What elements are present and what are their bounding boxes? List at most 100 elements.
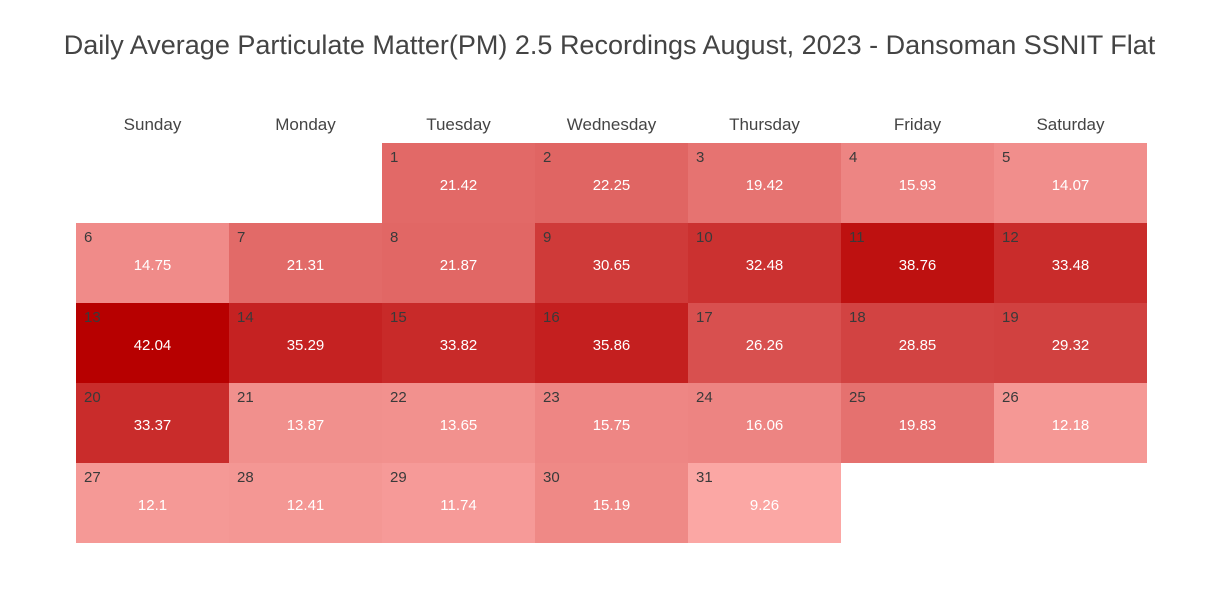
day-cell: 20 33.37	[76, 383, 229, 463]
weekday-label-thursday: Thursday	[729, 115, 800, 134]
day-number: 9	[543, 229, 552, 246]
day-cell: 25 19.83	[841, 383, 994, 463]
day-number: 14	[237, 309, 254, 326]
day-number: 2	[543, 149, 552, 166]
day-cell: 22 13.65	[382, 383, 535, 463]
day-cell: 24 16.06	[688, 383, 841, 463]
day-value-label: 14.75	[133, 257, 172, 274]
day-value-label: 42.04	[133, 337, 172, 354]
day-value-label: 19.42	[745, 177, 784, 194]
day-cell: 11 38.76	[841, 223, 994, 303]
weekday-label-wednesday: Wednesday	[566, 115, 657, 134]
day-value-label: 15.75	[592, 417, 631, 434]
day-cell: 7 21.31	[229, 223, 382, 303]
weekday-label-tuesday: Tuesday	[426, 115, 491, 134]
day-number: 26	[1002, 389, 1019, 406]
day-number: 29	[390, 469, 407, 486]
day-value-label: 16.06	[745, 417, 784, 434]
day-value-label: 15.19	[592, 497, 631, 514]
day-number: 1	[390, 149, 399, 166]
day-cell: 21 13.87	[229, 383, 382, 463]
day-value-label: 21.31	[286, 257, 325, 274]
day-value-label: 33.82	[439, 337, 478, 354]
day-number: 24	[696, 389, 713, 406]
day-value-label: 35.86	[592, 337, 631, 354]
day-value-label: 21.87	[439, 257, 478, 274]
day-value-label: 29.32	[1051, 337, 1090, 354]
day-cell: 14 35.29	[229, 303, 382, 383]
day-value-label: 12.1	[137, 497, 168, 514]
day-value-label: 32.48	[745, 257, 784, 274]
day-number: 12	[1002, 229, 1019, 246]
chart-title: Daily Average Particulate Matter(PM) 2.5…	[63, 30, 1156, 60]
day-value-label: 26.26	[745, 337, 784, 354]
day-value-label: 38.76	[898, 257, 937, 274]
day-number: 4	[849, 149, 858, 166]
day-number: 23	[543, 389, 560, 406]
day-cell: 5 14.07	[994, 143, 1147, 223]
day-number: 15	[390, 309, 407, 326]
day-number: 27	[84, 469, 101, 486]
day-cell: 16 35.86	[535, 303, 688, 383]
day-number: 25	[849, 389, 866, 406]
day-cell: 13 42.04	[76, 303, 229, 383]
day-value-label: 9.26	[749, 497, 780, 514]
day-number: 31	[696, 469, 713, 486]
day-cell: 31 9.26	[688, 463, 841, 543]
day-value-label: 33.48	[1051, 257, 1090, 274]
day-cell: 2 22.25	[535, 143, 688, 223]
day-cell: 18 28.85	[841, 303, 994, 383]
day-cell: 23 15.75	[535, 383, 688, 463]
day-number: 13	[84, 309, 101, 326]
day-value-label: 21.42	[439, 177, 478, 194]
day-cell: 19 29.32	[994, 303, 1147, 383]
day-number: 20	[84, 389, 101, 406]
day-number: 28	[237, 469, 254, 486]
day-number: 21	[237, 389, 254, 406]
day-value-label: 12.18	[1051, 417, 1090, 434]
weekday-label-friday: Friday	[893, 115, 942, 134]
day-value-label: 15.93	[898, 177, 937, 194]
day-number: 5	[1002, 149, 1011, 166]
day-cell: 9 30.65	[535, 223, 688, 303]
weekday-label-sunday: Sunday	[123, 115, 182, 134]
day-number: 17	[696, 309, 713, 326]
day-cell: 28 12.41	[229, 463, 382, 543]
day-cell: 15 33.82	[382, 303, 535, 383]
day-value-label: 33.37	[133, 417, 172, 434]
day-cell: 29 11.74	[382, 463, 535, 543]
day-number: 30	[543, 469, 560, 486]
day-cell: 26 12.18	[994, 383, 1147, 463]
day-cell: 17 26.26	[688, 303, 841, 383]
day-value-label: 13.87	[286, 417, 325, 434]
day-value-label: 11.74	[440, 497, 477, 514]
day-number: 16	[543, 309, 560, 326]
day-number: 18	[849, 309, 866, 326]
day-value-label: 13.65	[439, 417, 478, 434]
day-cell: 4 15.93	[841, 143, 994, 223]
day-cell: 27 12.1	[76, 463, 229, 543]
day-value-label: 19.83	[898, 417, 937, 434]
day-number: 3	[696, 149, 705, 166]
day-cell: 1 21.42	[382, 143, 535, 223]
day-cell: 30 15.19	[535, 463, 688, 543]
day-cell: 8 21.87	[382, 223, 535, 303]
day-cell: 12 33.48	[994, 223, 1147, 303]
weekday-label-saturday: Saturday	[1036, 115, 1105, 134]
day-value-label: 12.41	[286, 497, 325, 514]
day-value-label: 14.07	[1051, 177, 1090, 194]
day-number: 19	[1002, 309, 1019, 326]
day-number: 10	[696, 229, 713, 246]
day-value-label: 28.85	[898, 337, 937, 354]
day-number: 8	[390, 229, 399, 246]
weekday-label-monday: Monday	[275, 115, 336, 134]
day-number: 22	[390, 389, 407, 406]
day-number: 11	[849, 229, 865, 246]
day-number: 7	[237, 229, 246, 246]
day-number: 6	[84, 229, 93, 246]
day-cell: 6 14.75	[76, 223, 229, 303]
day-value-label: 35.29	[286, 337, 325, 354]
day-cell: 10 32.48	[688, 223, 841, 303]
day-cell: 3 19.42	[688, 143, 841, 223]
day-value-label: 30.65	[592, 257, 631, 274]
